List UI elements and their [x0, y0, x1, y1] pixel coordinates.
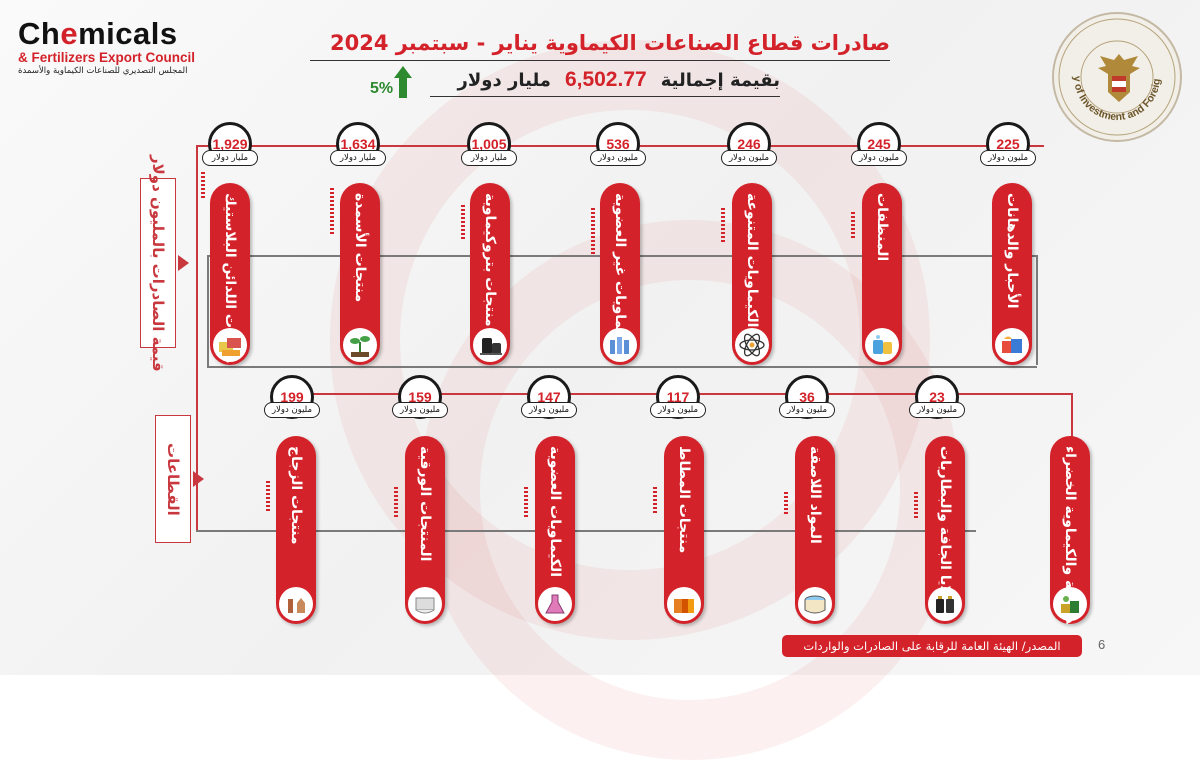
- sector-card: منتجات المطاط: [664, 436, 704, 624]
- sector-card: منتجات بتروكيماوية: [470, 183, 510, 365]
- lower-connector: [207, 366, 1037, 368]
- sprout-icon: [343, 328, 377, 362]
- recycling-icon: [1053, 587, 1087, 621]
- level-bars: [266, 481, 270, 513]
- unit-tag: مليون دولار: [264, 402, 320, 418]
- battery-icon: [928, 587, 962, 621]
- sector-card: الأحبار والدهانات: [992, 183, 1032, 365]
- plastic-blocks-icon: [213, 328, 247, 362]
- eagle-emblem-icon: [1098, 54, 1140, 102]
- logo-arabic: المجلس التصديري للصناعات الكيماوية والأس…: [18, 66, 188, 76]
- level-bars: [524, 487, 528, 519]
- sector-label: الكيماويات العضوية: [547, 446, 563, 577]
- council-logo: Chemicals & Fertilizers Export Council ا…: [18, 18, 208, 77]
- level-bars: [591, 208, 595, 256]
- value-axis-label: قيمة الصادرات بالمليون دولار: [140, 155, 176, 371]
- sector-card: الكيماويات المتنوعة: [732, 183, 772, 365]
- sector-label: الخلايا الجافة والبطاريات: [937, 446, 953, 617]
- sector-card: منتجات الأسمدة: [340, 183, 380, 365]
- sector-label: الصناعات التدويرية والكيماوية الخضراء: [1062, 446, 1078, 624]
- sector-label: الكيماويات غير العضوية: [612, 193, 628, 353]
- unit-tag: مليون دولار: [851, 150, 907, 166]
- paper-roll-icon: [408, 587, 442, 621]
- unit-tag: مليون دولار: [392, 402, 448, 418]
- unit-tag: مليون دولار: [521, 402, 577, 418]
- adhesive-icon: [798, 587, 832, 621]
- pointer-arrow: [193, 471, 204, 487]
- sector-label: الأحبار والدهانات: [1004, 193, 1020, 309]
- bottom-right-connector: [1071, 393, 1073, 441]
- level-bars: [784, 492, 788, 516]
- growth-indicator: 5%: [368, 62, 418, 100]
- unit-tag: مليون دولار: [909, 402, 965, 418]
- unit-tag: مليار دولار: [202, 150, 258, 166]
- bottom-connector: [196, 530, 976, 532]
- total-value-row: بقيمة إجمالية 6,502.77 مليار دولار: [430, 64, 780, 97]
- growth-percent: 5%: [370, 80, 394, 97]
- sector-label: الكيماويات المتنوعة: [744, 193, 760, 328]
- level-bars: [653, 487, 657, 515]
- sector-card: منتجات الزجاج: [276, 436, 316, 624]
- level-bars: [914, 492, 918, 520]
- level-bars: [461, 205, 465, 241]
- level-bars: [851, 212, 855, 240]
- sector-card: المنظفات: [862, 183, 902, 365]
- atom-icon: [735, 328, 769, 362]
- total-unit: مليار دولار: [457, 69, 551, 91]
- unit-tag: مليار دولار: [461, 150, 517, 166]
- total-value: 6,502.77: [564, 68, 647, 91]
- unit-tag: مليون دولار: [590, 150, 646, 166]
- sector-card: الكيماويات العضوية: [535, 436, 575, 624]
- sector-card: منتجات اللدائن البلاستيك: [210, 183, 250, 365]
- level-bars: [330, 188, 334, 236]
- pointer-arrow: [178, 255, 189, 271]
- paint-icon: [995, 328, 1029, 362]
- page-title: صادرات قطاع الصناعات الكيماوية يناير - س…: [310, 26, 890, 61]
- level-bars: [394, 487, 398, 519]
- chemical-plant-icon: [603, 328, 637, 362]
- glassware-icon: [279, 587, 313, 621]
- sectors-label: القطاعات: [155, 415, 191, 543]
- up-arrow-icon: [394, 66, 412, 98]
- detergent-icon: [865, 328, 899, 362]
- unit-tag: مليون دولار: [980, 150, 1036, 166]
- rubber-icon: [667, 587, 701, 621]
- sector-label: منتجات الأسمدة: [352, 193, 368, 303]
- value-axis-text: قيمة الصادرات بالمليون دولار: [149, 154, 167, 372]
- ministry-seal: Ministry of Investment and Foreign Trade: [1052, 12, 1182, 142]
- left-vertical-connector: [196, 145, 198, 530]
- sector-card: الصناعات التدويرية والكيماوية الخضراء: [1050, 436, 1090, 624]
- unit-tag: مليون دولار: [721, 150, 777, 166]
- flask-icon: [538, 587, 572, 621]
- sector-label: المنتجات الورقية: [417, 446, 433, 562]
- sector-label: منتجات بتروكيماوية: [482, 193, 498, 327]
- sector-label: المواد اللاصقة: [807, 446, 823, 544]
- unit-tag: مليون دولار: [650, 402, 706, 418]
- unit-tag: مليار دولار: [330, 150, 386, 166]
- mid-right-connector: [1036, 255, 1038, 365]
- sector-card: المنتجات الورقية: [405, 436, 445, 624]
- sector-card: الخلايا الجافة والبطاريات: [925, 436, 965, 624]
- unit-tag: مليون دولار: [779, 402, 835, 418]
- sectors-text: القطاعات: [164, 442, 182, 516]
- level-bars: [201, 172, 205, 200]
- sector-card: المواد اللاصقة: [795, 436, 835, 624]
- sector-label: منتجات المطاط: [676, 446, 692, 554]
- logo-subtitle: & Fertilizers Export Council: [18, 50, 196, 65]
- page-number: 6: [1098, 637, 1106, 652]
- sector-label: منتجات اللدائن البلاستيك: [222, 193, 238, 364]
- total-label: بقيمة إجمالية: [660, 69, 780, 91]
- sector-card: الكيماويات غير العضوية: [600, 183, 640, 365]
- source-note: المصدر/ الهيئة العامة للرقابة على الصادر…: [782, 635, 1082, 657]
- level-bars: [721, 208, 725, 244]
- mid-left-connector: [207, 255, 209, 367]
- sector-label: المنظفات: [874, 193, 890, 262]
- oil-barrel-icon: [473, 328, 507, 362]
- sector-label: منتجات الزجاج: [288, 446, 304, 545]
- logo-title: Chemicals: [18, 16, 178, 51]
